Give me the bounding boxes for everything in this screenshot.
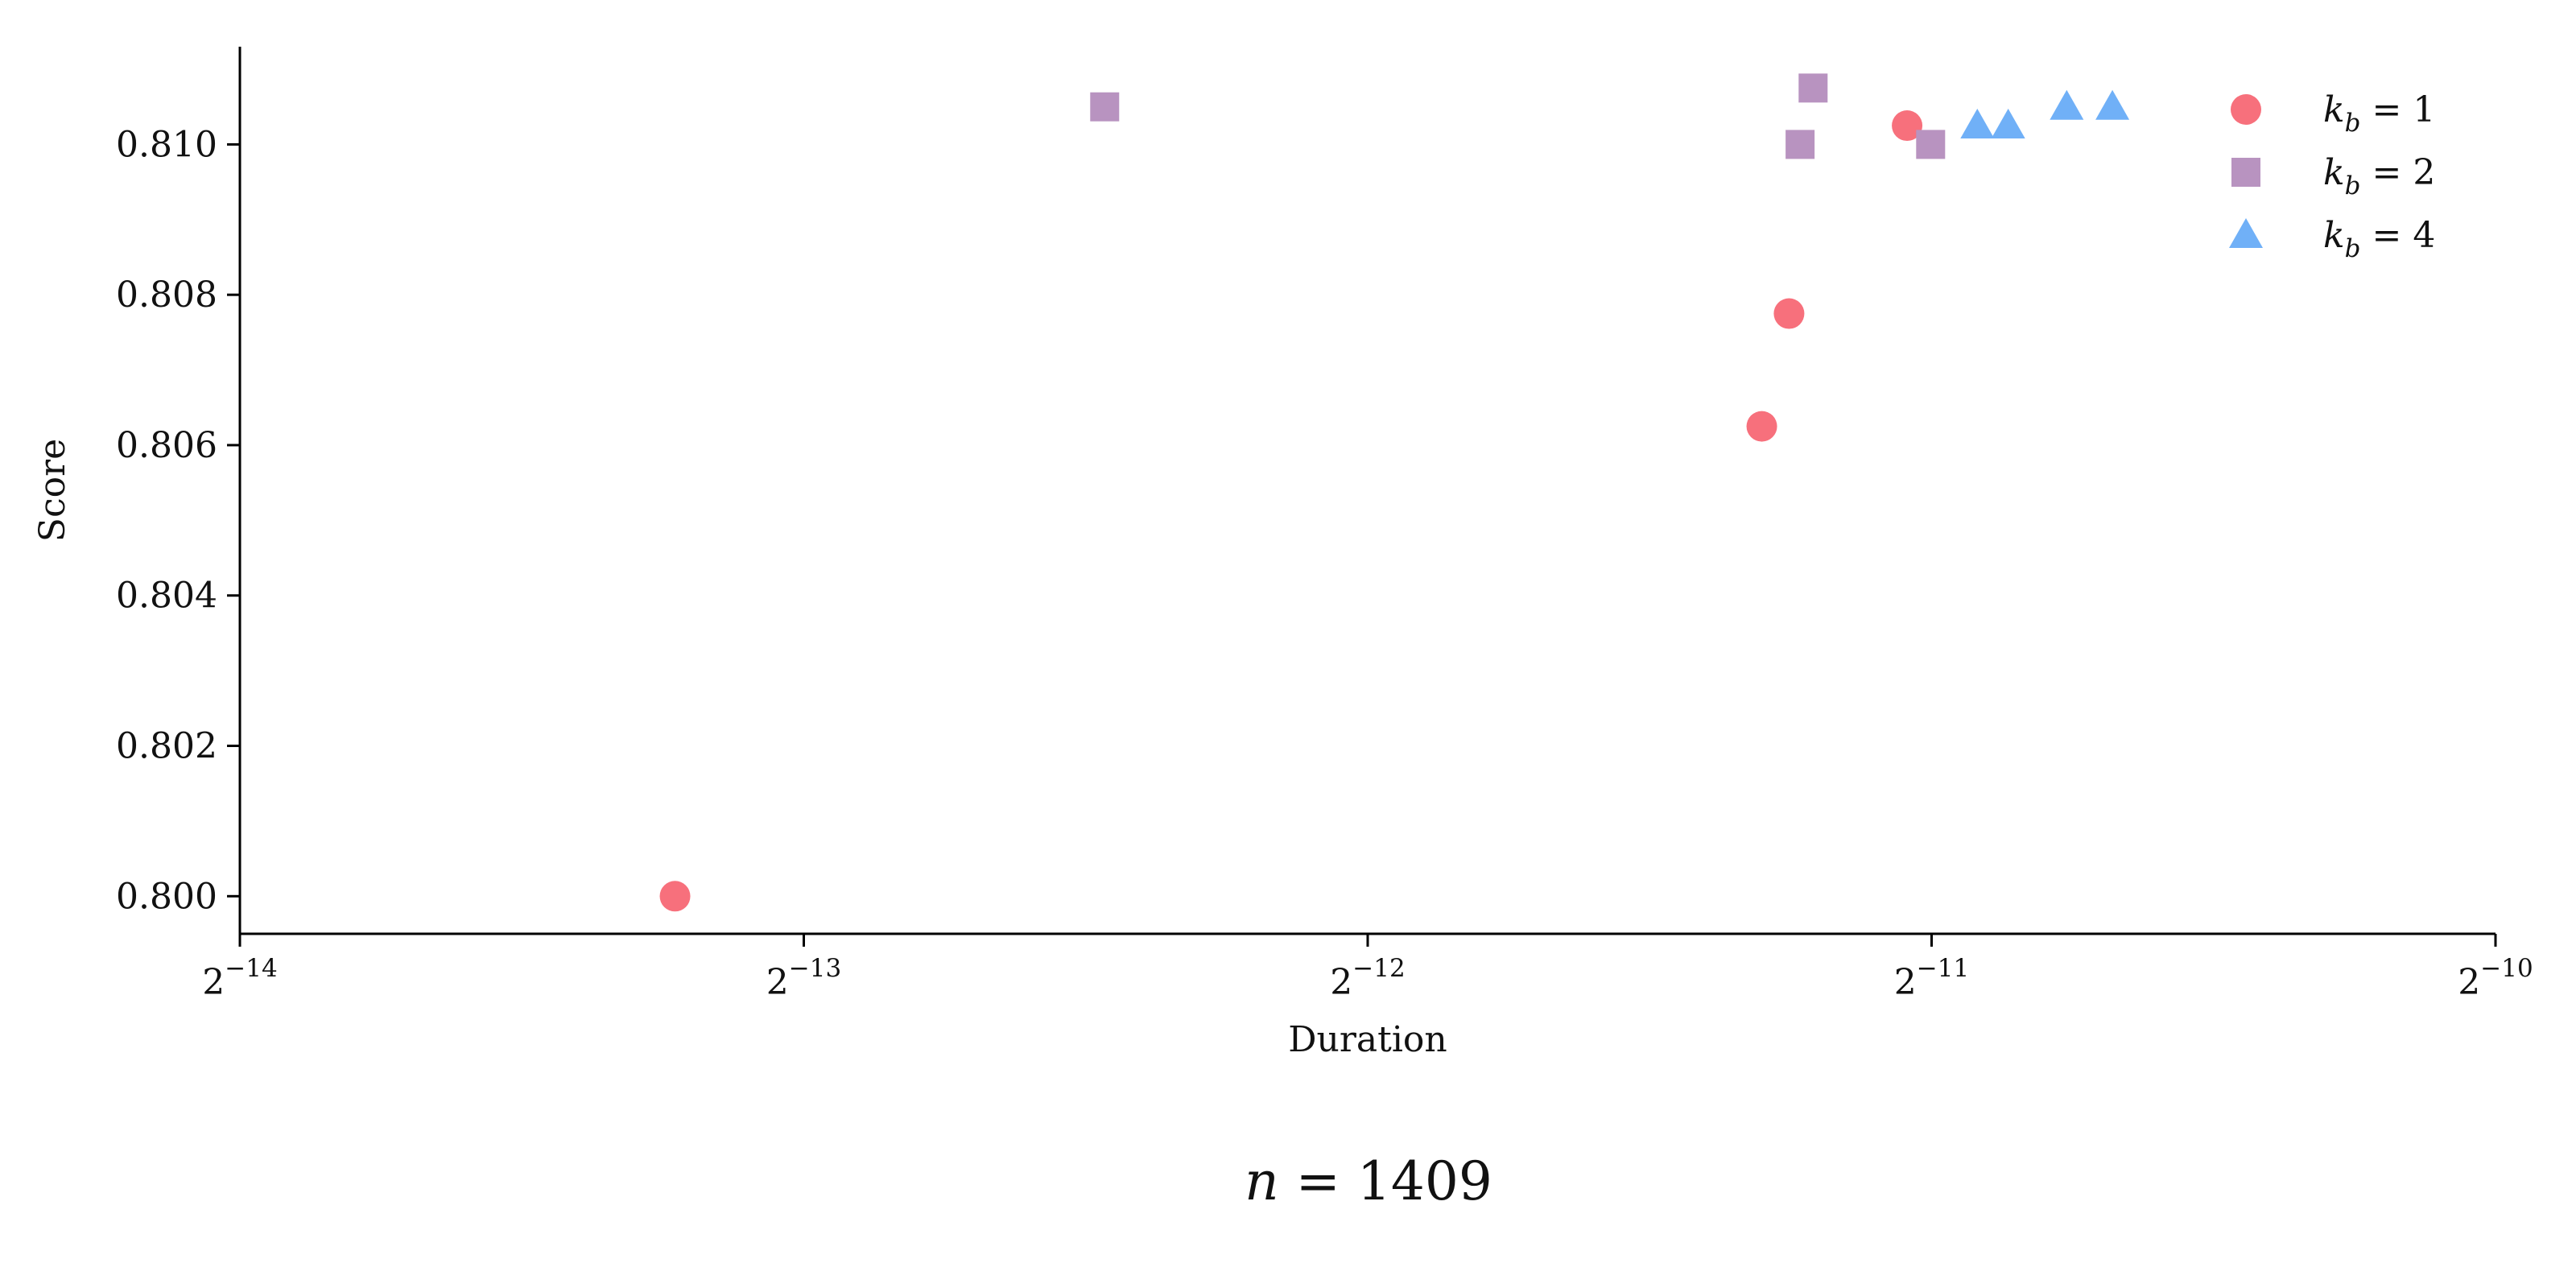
legend-value: = 2 (2361, 152, 2436, 193)
legend-item: kb = 1 (2231, 89, 2435, 138)
data-point-square (1916, 130, 1946, 159)
x-tick-exponent: −12 (1352, 954, 1405, 983)
legend-marker-circle (2231, 94, 2261, 125)
x-tick-base: 2 (1894, 962, 1917, 1003)
axes (238, 47, 2496, 935)
legend-label: kb = 2 (2323, 152, 2435, 200)
series-2 (1960, 89, 2130, 139)
legend-subscript: b (2345, 234, 2361, 263)
legend-value: = 1 (2361, 89, 2436, 130)
data-point-triangle (1960, 109, 1995, 139)
x-tick-label: 2−14 (202, 954, 277, 1003)
y-tick-label: 0.802 (116, 726, 217, 767)
data-point-square (1785, 130, 1815, 159)
y-tick-label: 0.810 (116, 124, 217, 165)
x-ticks: 2−14 2−13 2−12 2−11 2−10 (202, 934, 2533, 1003)
y-tick-label: 0.806 (116, 425, 217, 466)
x-tick-exponent: −11 (1917, 954, 1969, 983)
x-tick-base: 2 (1330, 962, 1352, 1003)
data-point-circle (1773, 298, 1805, 329)
caption-value: = 1409 (1279, 1150, 1492, 1212)
data-point-triangle (2050, 89, 2084, 120)
legend-variable: k (2323, 152, 2345, 193)
y-tick-label: 0.804 (116, 576, 217, 617)
legend: kb = 1kb = 2kb = 4 (2229, 89, 2435, 263)
x-tick-exponent: −14 (225, 954, 277, 983)
legend-value: = 4 (2361, 215, 2436, 256)
x-tick-base: 2 (2458, 962, 2480, 1003)
y-tick-label: 0.800 (116, 876, 217, 917)
x-tick-base: 2 (202, 962, 225, 1003)
legend-variable: k (2323, 215, 2345, 256)
data-point-circle (1892, 110, 1923, 142)
x-tick-label: 2−11 (1894, 954, 1969, 1003)
legend-marker-triangle (2229, 218, 2263, 248)
x-tick-base: 2 (766, 962, 789, 1003)
legend-label: kb = 4 (2323, 215, 2435, 263)
x-axis-label: Duration (1288, 1019, 1447, 1060)
caption-variable: n (1245, 1150, 1279, 1212)
data-points (659, 73, 2130, 912)
x-tick-label: 2−12 (1330, 954, 1405, 1003)
y-ticks: 0.800 0.802 0.804 0.806 0.808 0.810 (116, 124, 240, 917)
series-0 (659, 110, 1923, 912)
legend-variable: k (2323, 89, 2345, 130)
legend-subscript: b (2345, 171, 2361, 200)
x-tick-label: 2−10 (2458, 954, 2533, 1003)
data-point-circle (659, 881, 691, 912)
data-point-square (1798, 73, 1828, 103)
legend-marker-square (2231, 158, 2260, 187)
data-point-circle (1746, 411, 1777, 442)
data-point-triangle (2095, 89, 2130, 120)
legend-item: kb = 4 (2229, 215, 2435, 263)
data-point-triangle (1991, 109, 2025, 139)
y-axis-label: Score (32, 439, 73, 542)
x-tick-exponent: −10 (2480, 954, 2533, 983)
data-point-square (1090, 92, 1120, 122)
x-tick-exponent: −13 (789, 954, 841, 983)
x-tick-label: 2−13 (766, 954, 841, 1003)
legend-item: kb = 2 (2231, 152, 2435, 200)
chart-caption: n = 1409 (1245, 1150, 1492, 1212)
y-tick-label: 0.808 (116, 275, 217, 316)
legend-label: kb = 1 (2323, 89, 2435, 138)
legend-subscript: b (2345, 109, 2361, 138)
series-1 (1090, 73, 1946, 159)
